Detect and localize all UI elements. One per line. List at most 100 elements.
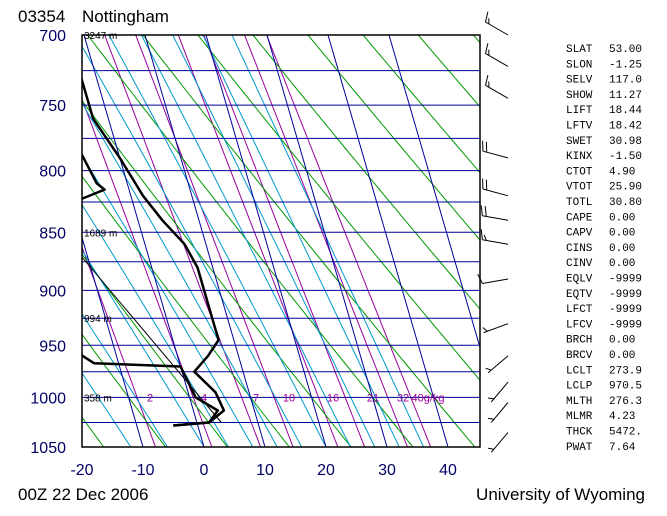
index-value: 970.5 — [609, 381, 642, 393]
index-name: TOTL — [566, 197, 592, 209]
index-name: CAPV — [566, 228, 593, 240]
index-name: LCLP — [566, 381, 593, 393]
mixing-ratio-line — [135, 35, 294, 447]
index-name: MLTH — [566, 396, 592, 408]
index-name: CAPE — [566, 212, 593, 224]
parcel-path-line — [82, 256, 222, 423]
index-value: 18.42 — [609, 121, 642, 133]
index-name: SLAT — [566, 44, 593, 56]
index-name: SWET — [566, 136, 593, 148]
plot-frame — [81, 34, 481, 448]
moist-adiabat-line — [231, 35, 425, 447]
wind-barb-staff — [490, 381, 509, 403]
moist-adiabat-line — [202, 35, 400, 447]
wind-barb-staff — [487, 355, 509, 374]
index-value: -9999 — [609, 319, 642, 331]
isotherm-line — [0, 35, 21, 447]
index-value: 4.23 — [609, 411, 635, 423]
dry-adiabat-line — [639, 35, 667, 447]
wind-barb-feather — [488, 417, 494, 420]
index-name: PWAT — [566, 442, 593, 454]
index-value: 276.3 — [609, 396, 642, 408]
index-name: KINX — [566, 151, 593, 163]
index-name: BRCH — [566, 335, 592, 347]
index-name: LFCV — [566, 319, 593, 331]
index-name: VTOT — [566, 182, 593, 194]
dry-adiabat-line — [528, 35, 667, 447]
mixing-ratio-label: 7 — [253, 392, 259, 404]
index-value: 117.0 — [609, 75, 642, 87]
index-value: -9999 — [609, 274, 642, 286]
mixing-ratio-label: 21 — [367, 392, 379, 404]
height-label: 358 m — [84, 393, 112, 404]
index-name: CTOT — [566, 166, 593, 178]
mixing-ratio-label: 4 — [201, 392, 207, 404]
index-value: 0.00 — [609, 228, 635, 240]
pressure-tick-label: 900 — [39, 283, 66, 300]
wind-barb-staff — [490, 402, 509, 423]
index-value: 5472. — [609, 427, 642, 439]
temperature-tick-label: 10 — [256, 462, 274, 479]
isotherm-line — [83, 35, 205, 447]
wind-barb-feather — [485, 11, 489, 23]
index-name: LFTV — [566, 121, 593, 133]
dry-adiabat-line — [142, 35, 476, 447]
frame-rect — [81, 34, 481, 448]
index-value: 25.90 — [609, 182, 642, 194]
wind-barb-staff — [483, 323, 509, 334]
wind-barb-feather — [482, 327, 488, 332]
mixing-ratio-line — [203, 35, 366, 447]
mixing-ratio-label: 2 — [147, 392, 153, 404]
isotherm-line — [82, 235, 144, 447]
background-lines — [0, 35, 667, 447]
dry-adiabat-line — [197, 35, 480, 381]
index-value: 273.9 — [609, 365, 642, 377]
moist-adiabat-line — [82, 313, 168, 447]
index-value: 53.00 — [609, 44, 642, 56]
height-label: 1689 m — [84, 228, 117, 239]
index-value: 0.00 — [609, 335, 635, 347]
index-name: LIFT — [566, 105, 593, 117]
wind-barb-feather — [488, 447, 494, 450]
index-name: THCK — [566, 427, 593, 439]
temperature-tick-label: 0 — [200, 462, 209, 479]
temperature-tick-label: 20 — [317, 462, 335, 479]
index-name: MLMR — [566, 411, 593, 423]
index-name: CINV — [566, 258, 593, 270]
moist-adiabat-line — [140, 35, 351, 447]
mixing-ratio-label: 10 — [283, 392, 295, 404]
station-id: 03354 — [18, 7, 65, 26]
index-name: EQTV — [566, 289, 593, 301]
wind-barb-staff — [485, 52, 509, 67]
isotherm-line — [205, 35, 327, 447]
dry-adiabat-line — [82, 333, 166, 447]
wind-barb-feather — [485, 367, 492, 371]
dry-adiabat-line — [0, 35, 42, 447]
index-value: 18.44 — [609, 105, 642, 117]
stability-indices: SLAT 53.00 SLON -1.25 SELV 117.0 SHOW 11.27 LIFT… — [566, 44, 642, 454]
dry-adiabat-line — [82, 253, 228, 447]
time-label: 00Z 22 Dec 2006 — [18, 485, 148, 504]
index-name: SLON — [566, 59, 592, 71]
wind-barb-staff — [485, 21, 509, 36]
wind-barb-feather — [483, 234, 487, 241]
pressure-tick-label: 750 — [39, 98, 66, 115]
moist-adiabat-line — [82, 372, 132, 447]
index-value: 0.00 — [609, 212, 635, 224]
mixing-ratio-label: 40g/kg — [411, 392, 444, 404]
wind-barb-staff — [490, 432, 509, 453]
index-name: CINS — [566, 243, 593, 255]
wind-barbs — [477, 11, 509, 453]
index-value: -1.25 — [609, 59, 642, 71]
temperature-tick-label: 30 — [378, 462, 396, 479]
moist-adiabat-line — [172, 35, 376, 447]
index-name: LFCT — [566, 304, 593, 316]
axis-labels: 700 750 800 850 900 950 1000 1050-20 -10 0 10 20 30 4… — [30, 28, 457, 479]
isotherm-line — [388, 35, 480, 350]
index-name: EQLV — [566, 274, 593, 286]
index-name: LCLT — [566, 365, 593, 377]
mixing-ratio-label: 32 — [397, 392, 409, 404]
wind-barb-feather — [485, 43, 489, 54]
wind-barb-staff — [482, 278, 509, 284]
pressure-tick-label: 850 — [39, 225, 66, 242]
